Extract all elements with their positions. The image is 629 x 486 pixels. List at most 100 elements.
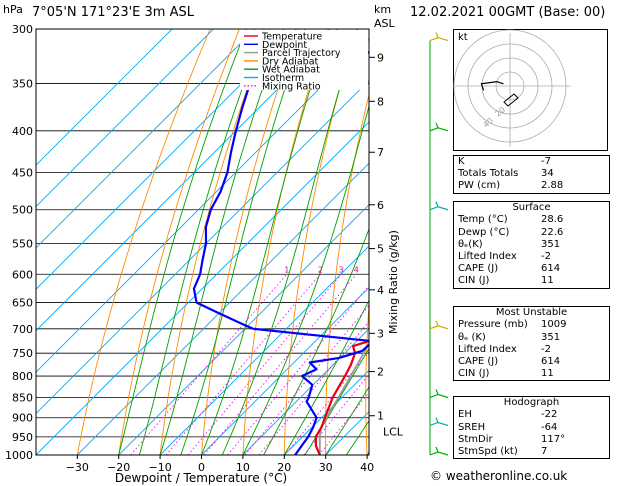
mixing-ratio-line [284,350,369,455]
mixing-ratio-line [130,274,288,455]
wind-barb [429,201,449,211]
hodo-stmspd: StmSpd (kt) 7 [458,445,548,457]
dry-adiabat [405,29,445,455]
plot-frame [35,28,370,456]
hodo-eh: EH -22 [458,409,558,421]
legend-label: Temperature [261,32,322,43]
copyright-text: © weatheronline.co.uk [430,469,568,483]
dry-adiabat [242,29,328,455]
legend-label: Mixing Ratio [262,81,321,92]
height-tick-label: 3 [377,327,384,340]
surface-title: Surface [512,202,551,213]
wet-adiabat [118,29,247,455]
wind-barb [429,446,449,456]
wet-adiabat [283,299,369,455]
height-tick-label: 7 [377,146,384,159]
pressure-tick-label: 800 [12,370,33,383]
height-tick-label: 4 [377,284,384,297]
wind-barb [429,122,449,132]
location-title: 7°05'N 171°23'E 3m ASL [32,5,194,20]
wet-adiabat [304,347,369,455]
surface-cape: CAPE (J) 614 [458,263,561,275]
pressure-tick-label: 400 [12,125,33,138]
isotherm [201,286,369,455]
height-tick-label: 6 [377,199,384,212]
x-tick-label: −20 [107,461,130,474]
mixing-ratio-label: 2 [318,265,323,274]
pressure-tick-label: 1000 [5,449,33,462]
mixing-ratio-label: 10 [403,265,413,274]
index-row-pw: PW (cm) 2.88 [458,180,564,192]
index-row-totals: Totals Totals 34 [458,168,554,180]
wind-barb [429,320,449,330]
dry-adiabat [201,29,299,455]
legend-box [240,30,368,90]
dry-adiabat [325,92,369,455]
mixing-ratio-line [187,274,342,455]
wet-adiabat [138,29,265,455]
datetime-header: 12.02.2021 00GMT (Base: 00) [410,5,606,20]
pressure-tick-label: 900 [12,412,33,425]
mixing-ratio-label: 1 [284,265,289,274]
mu-cin: CIN (J) 11 [458,368,554,380]
pressure-tick-label: 450 [12,166,33,179]
legend-label: Isotherm [262,73,304,84]
hodograph-trace [480,80,504,91]
isotherm [76,162,369,455]
wet-adiabat [201,29,330,455]
wind-barb [429,389,449,399]
mixing-ratio-label: 3 [339,265,344,274]
isotherm [242,328,369,455]
dry-adiabat [615,29,629,455]
legend-label: Dry Adiabat [262,56,319,67]
isotherm [159,245,369,455]
isotherm [36,38,369,373]
pressure-tick-label: 700 [12,323,33,336]
mu-cape: CAPE (J) 614 [458,355,561,367]
mixing-ratio-label: 15 [427,265,437,274]
dry-adiabat [118,29,240,455]
surface-lifted: Lifted Index -2 [458,250,551,262]
legend-label: Parcel Trajectory [262,48,341,59]
isotherm [118,204,369,455]
legend-label: Dewpoint [262,40,307,51]
isotherm [36,29,214,208]
storm-motion-arrow [503,93,519,107]
mixing-ratio-axis-label: Mixing Ratio (g/kg) [387,230,400,334]
pressure-tick-label: 350 [12,78,33,91]
wet-adiabat [325,386,369,455]
most-unstable-table: Most Unstable Pressure (mb) 1009 θₑ (K) 35… [453,306,610,382]
pressure-tick-label: 600 [12,268,33,281]
wet-adiabat [159,29,284,455]
height-tick-label: 1 [377,410,384,423]
x-tick-label: 30 [319,461,333,474]
mixing-ratio-label: 4 [354,265,359,274]
height-tick-label: 8 [377,95,384,108]
temperature-line [314,339,369,455]
hodograph-table: Hodograph EH -22 SREH -64 StmDir 117° StmSp… [453,396,610,460]
isotherm [36,79,369,415]
surface-table: Surface Temp (°C) 28.6 Dewp (°C) 22.6 θₑ(K… [453,201,610,289]
pressure-tick-label: 750 [12,347,33,360]
height-tick-label: 5 [377,243,384,256]
pressure-tick-label: 650 [12,297,33,310]
isotherm [36,29,256,249]
mixing-ratio-label: 6 [376,265,381,274]
lcl-label: LCL [383,425,404,438]
hodograph-unit-label: kt [458,32,468,43]
height-unit-asl: ASL [374,17,395,30]
hodograph-title: Hodograph [503,397,560,408]
x-tick-label: −10 [148,461,171,474]
dry-adiabat [159,29,270,455]
pressure-tick-label: 300 [12,23,33,36]
pressure-tick-label: 850 [12,391,33,404]
pressure-tick-label: 500 [12,204,33,217]
surface-cin: CIN (J) 11 [458,275,554,287]
legend-label: Wet Adiabat [262,65,320,76]
dry-adiabat [365,299,369,455]
height-tick-label: 9 [377,51,384,64]
dewpoint-line [192,51,369,455]
pressure-unit-label: hPa [3,3,23,16]
